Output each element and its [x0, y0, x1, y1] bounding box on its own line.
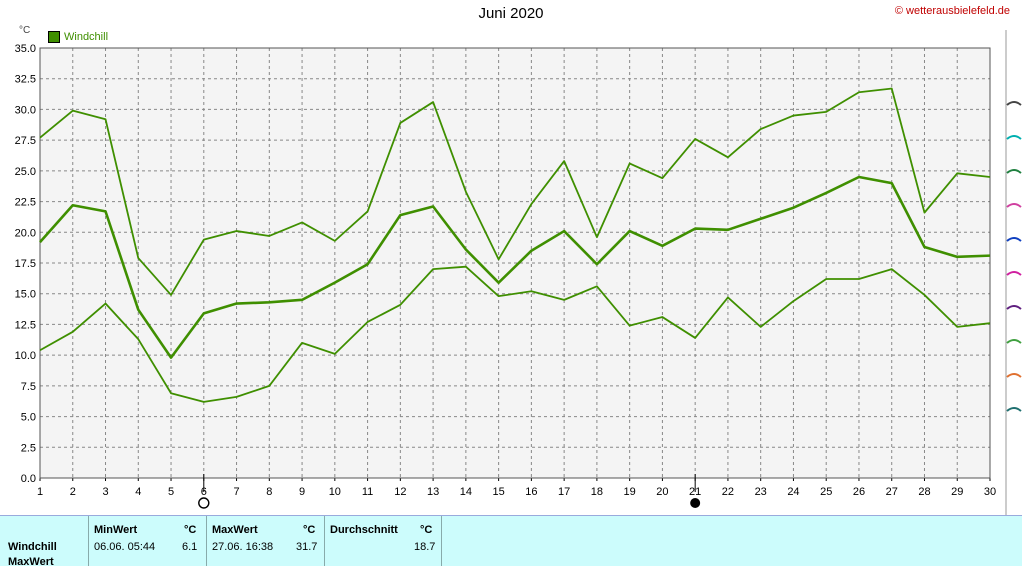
y-tick-label: 32.5 — [15, 74, 36, 86]
avg-header: Durchschnitt — [330, 524, 398, 536]
series-layer — [39, 87, 991, 403]
series-line-2 — [39, 175, 991, 359]
stats-row-label: MaxWert — [8, 556, 54, 568]
strip-mark — [1006, 203, 1022, 208]
x-tick-label: 4 — [135, 486, 141, 498]
max-value: 31.7 — [296, 541, 318, 553]
new-moon-icon — [690, 498, 701, 508]
min-header: MinWert — [94, 524, 138, 536]
max-header: MaxWert — [212, 524, 258, 536]
right-strip-marks — [1005, 30, 1022, 515]
strip-mark — [1006, 339, 1022, 344]
y-tick-label: 15.0 — [15, 289, 36, 301]
y-tick-label: 27.5 — [15, 135, 36, 147]
y-tick-label: 12.5 — [15, 319, 36, 331]
x-tick-label: 27 — [886, 486, 898, 498]
divider — [206, 516, 207, 566]
moon-markers — [198, 474, 701, 509]
y-tick-label: 2.5 — [21, 442, 36, 454]
x-tick-label: 25 — [820, 486, 832, 498]
x-tick-label: 20 — [656, 486, 668, 498]
max-datetime: 27.06. 16:38 — [212, 541, 274, 553]
divider — [324, 516, 325, 566]
credit-link[interactable]: © wetterausbielefeld.de — [894, 5, 1010, 17]
strip-mark — [1006, 373, 1022, 378]
windchill-chart: 0.0 2.5 5.0 7.5 10.0 12.5 15.0 17.5 20.0 22.5 25.0… — [15, 43, 997, 509]
plot-frame — [39, 47, 991, 479]
x-tick-label: 22 — [722, 486, 734, 498]
y-tick-label: 5.0 — [21, 412, 36, 424]
x-tick-label: 26 — [853, 486, 865, 498]
x-tick-label: 19 — [624, 486, 636, 498]
min-unit: °C — [184, 524, 197, 536]
x-tick-label: 1 — [37, 486, 43, 498]
y-tick-label: 20.0 — [15, 227, 36, 239]
divider — [441, 516, 442, 566]
max-unit: °C — [303, 524, 316, 536]
x-tick-label: 17 — [558, 486, 570, 498]
avg-value: 18.7 — [414, 541, 436, 553]
x-tick-label: 30 — [984, 486, 996, 498]
x-tick-label: 24 — [787, 486, 799, 498]
y-unit-label: °C — [19, 25, 31, 36]
y-tick-label: 7.5 — [21, 381, 36, 393]
strip-mark — [1006, 135, 1022, 140]
x-tick-label: 11 — [362, 486, 373, 498]
y-tick-label: 0.0 — [21, 473, 36, 485]
series-line-3 — [39, 265, 991, 403]
strip-mark — [1006, 305, 1022, 310]
x-tick-label: 29 — [951, 486, 963, 498]
full-moon-icon — [198, 497, 210, 509]
min-value: 6.1 — [182, 541, 198, 553]
x-tick-label: 13 — [427, 486, 439, 498]
strip-mark — [1006, 271, 1022, 276]
x-tick-label: 16 — [525, 486, 537, 498]
legend: Windchill — [48, 31, 108, 43]
x-tick-label: 28 — [918, 486, 930, 498]
y-tick-label: 22.5 — [15, 197, 36, 209]
strip-mark — [1006, 101, 1022, 106]
y-tick-label: 17.5 — [15, 258, 36, 270]
x-tick-label: 12 — [394, 486, 406, 498]
legend-label: Windchill — [64, 31, 109, 43]
y-tick-label: 25.0 — [15, 166, 36, 178]
series-line-1 — [39, 87, 991, 296]
strip-mark — [1006, 407, 1022, 412]
strip-mark — [1006, 169, 1022, 174]
grid — [40, 48, 990, 478]
divider — [88, 516, 89, 566]
x-tick-label: 15 — [492, 486, 504, 498]
avg-unit: °C — [420, 524, 433, 536]
stats-row-label: Windchill — [8, 541, 57, 553]
axes: 0.0 2.5 5.0 7.5 10.0 12.5 15.0 17.5 20.0 22.5 25.0… — [15, 43, 997, 498]
y-tick-label: 10.0 — [15, 350, 36, 362]
stats-panel: Windchill MaxWert MinWert °C 06.06. 05:4… — [0, 515, 1022, 568]
x-tick-label: 18 — [591, 486, 603, 498]
y-tick-label: 35.0 — [15, 43, 36, 55]
x-tick-label: 14 — [460, 486, 472, 498]
x-tick-label: 3 — [102, 486, 108, 498]
x-tick-label: 2 — [70, 486, 76, 498]
y-tick-label: 30.0 — [15, 104, 36, 116]
x-tick-label: 5 — [168, 486, 174, 498]
legend-swatch — [48, 31, 60, 43]
x-tick-label: 10 — [329, 486, 341, 498]
x-tick-label: 9 — [299, 486, 305, 498]
chart-title: Juni 2020 — [478, 5, 544, 22]
x-tick-label: 23 — [755, 486, 767, 498]
x-tick-label: 7 — [233, 486, 239, 498]
min-datetime: 06.06. 05:44 — [94, 541, 156, 553]
strip-mark — [1006, 237, 1022, 242]
x-tick-label: 8 — [266, 486, 272, 498]
